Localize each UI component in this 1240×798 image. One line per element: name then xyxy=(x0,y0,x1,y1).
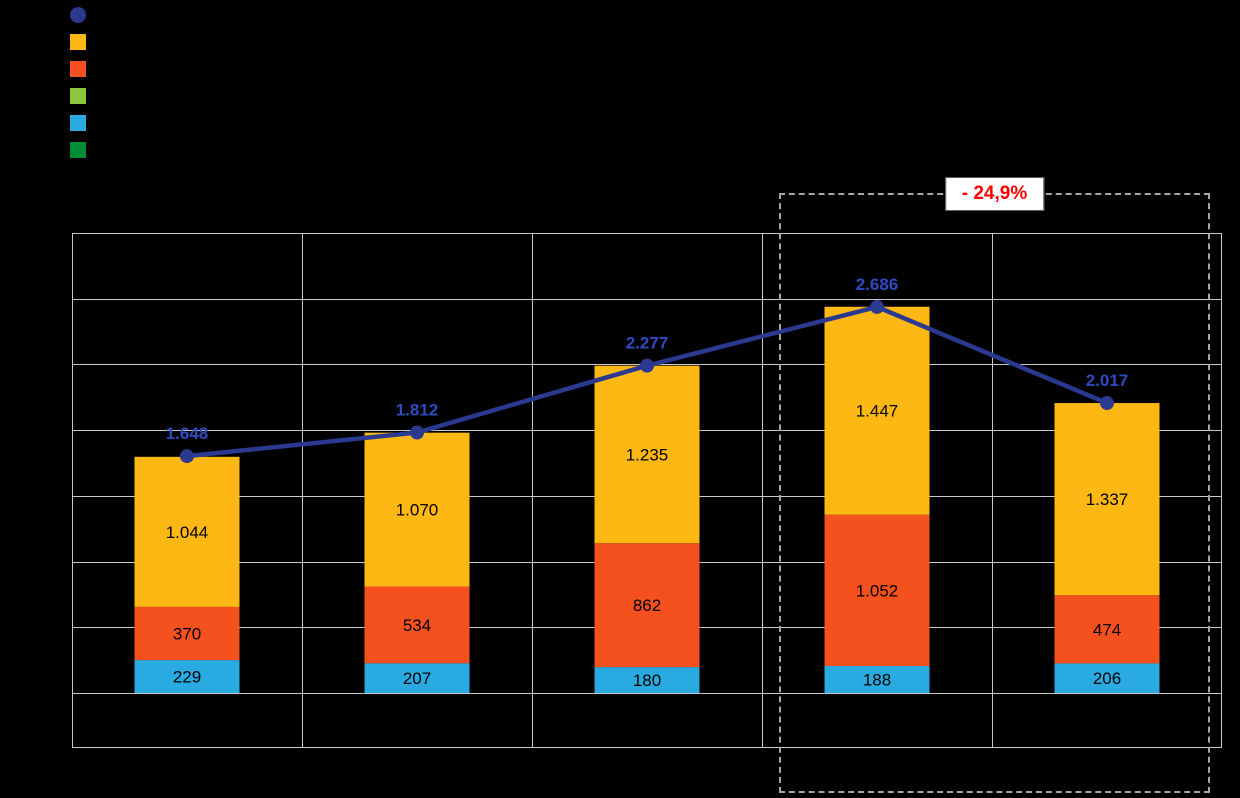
line-marker-icon xyxy=(1100,396,1114,411)
segment-value-label: 1.070 xyxy=(396,501,439,520)
segment-value-label: 229 xyxy=(173,668,201,687)
line-total-label: 2.686 xyxy=(856,275,899,294)
line-total-label: 1.812 xyxy=(396,401,439,420)
legend-square-icon xyxy=(70,88,86,104)
line-total-label: 1.648 xyxy=(166,424,209,443)
segment-value-label: 1.044 xyxy=(166,523,209,542)
line-total-label: 2.277 xyxy=(626,334,669,353)
line-marker-icon xyxy=(180,449,194,464)
segment-value-label: 474 xyxy=(1093,620,1121,639)
bar-segment-light-blue xyxy=(1054,663,1160,693)
stacked-bar-line-chart: 229 370 1.044 207 534 1.070 180 862 1.235 188 1.05… xyxy=(72,233,1222,748)
bar-segment-orange-red xyxy=(1054,595,1160,664)
legend-item-yellow-green xyxy=(70,88,94,104)
segment-value-label: 1.447 xyxy=(856,402,899,421)
chart-canvas: 229 370 1.044 207 534 1.070 180 862 1.235 188 1.05… xyxy=(72,233,1222,748)
legend-item-orange-red xyxy=(70,61,94,77)
segment-value-label: 206 xyxy=(1093,669,1121,688)
percent-change-text: - 24,9% xyxy=(961,183,1028,204)
bar-segment-amber xyxy=(594,365,700,544)
line-total-label: 2.017 xyxy=(1086,371,1129,390)
bar-segment-amber xyxy=(134,456,240,607)
bar-segment-orange-red xyxy=(824,514,930,666)
chart-legend xyxy=(70,7,94,158)
bar-segment-amber xyxy=(824,306,930,515)
bar-segment-light-blue xyxy=(824,665,930,693)
legend-item-light-blue xyxy=(70,115,94,131)
line-marker-icon xyxy=(410,425,424,440)
bar-segment-light-blue xyxy=(594,667,700,693)
segment-value-label: 1.337 xyxy=(1086,490,1129,509)
segment-value-label: 180 xyxy=(633,671,661,690)
legend-item-amber xyxy=(70,34,94,50)
legend-square-icon xyxy=(70,115,86,131)
percent-change-badge: - 24,9% xyxy=(944,177,1045,211)
segment-value-label: 1.235 xyxy=(626,445,669,464)
bar-segment-light-blue xyxy=(364,663,470,693)
segment-value-label: 188 xyxy=(863,670,891,689)
bar-segment-amber xyxy=(364,432,470,587)
bar-segment-light-blue xyxy=(134,660,240,693)
line-marker-icon xyxy=(870,299,884,314)
legend-item-total-line xyxy=(70,7,94,23)
legend-square-icon xyxy=(70,142,86,158)
bar-segment-orange-red xyxy=(364,586,470,664)
legend-square-icon xyxy=(70,61,86,77)
legend-square-icon xyxy=(70,34,86,50)
line-marker-icon xyxy=(640,358,654,373)
segment-value-label: 534 xyxy=(403,616,431,635)
segment-value-label: 1.052 xyxy=(856,581,899,600)
bar-segment-orange-red xyxy=(594,543,700,668)
bar-segment-amber xyxy=(1054,403,1160,596)
bar-segment-orange-red xyxy=(134,606,240,661)
segment-value-label: 862 xyxy=(633,596,661,615)
segment-value-label: 207 xyxy=(403,669,431,688)
segment-value-label: 370 xyxy=(173,624,201,643)
legend-item-dark-green xyxy=(70,142,94,158)
legend-circle-icon xyxy=(70,7,86,23)
